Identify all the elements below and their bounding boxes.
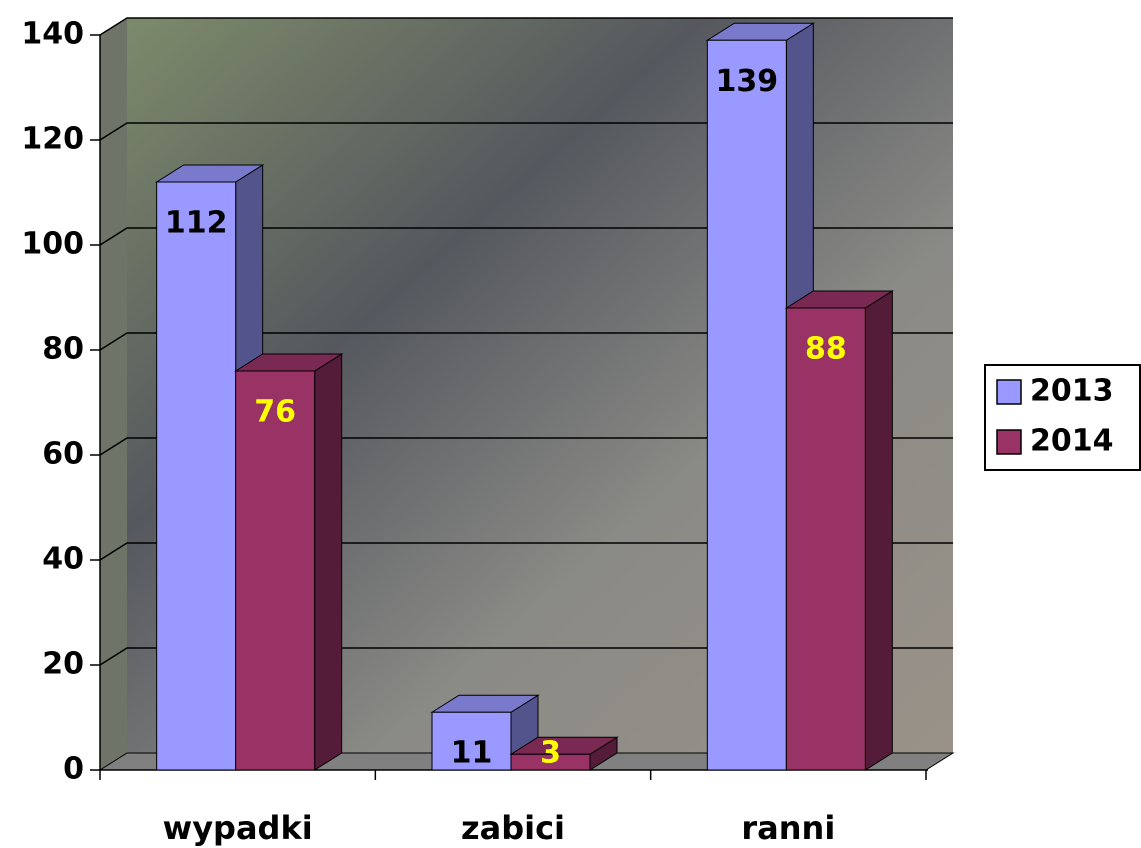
bar-side <box>865 291 892 770</box>
data-label: 11 <box>451 736 493 771</box>
chart: 0 20 40 60 80 100 120 140 wypadki 112 76 zabici 11 3 r… <box>0 0 1141 848</box>
legend-label: 2013 <box>1030 374 1114 409</box>
data-label: 112 <box>165 206 228 241</box>
bar <box>786 308 865 770</box>
legend-label: 2014 <box>1030 424 1114 459</box>
legend-swatch <box>997 380 1021 404</box>
data-label: 88 <box>805 332 847 367</box>
data-label: 139 <box>716 64 779 99</box>
legend-swatch <box>997 430 1021 454</box>
bar <box>236 371 315 770</box>
y-tick-label: 40 <box>42 542 84 577</box>
y-tick-label: 120 <box>21 122 84 157</box>
y-tick-label: 0 <box>63 752 84 787</box>
x-tick-label: wypadki <box>163 809 313 847</box>
y-tick-label: 140 <box>21 17 84 52</box>
y-tick-label: 80 <box>42 332 84 367</box>
data-label: 3 <box>540 736 561 771</box>
y-tick-label: 100 <box>21 227 84 262</box>
bar <box>157 182 236 770</box>
y-tick-label: 20 <box>42 647 84 682</box>
x-tick-label: zabici <box>461 809 565 847</box>
bar-side <box>315 354 342 770</box>
data-label: 76 <box>254 395 296 430</box>
bar <box>707 40 786 770</box>
y-tick-label: 60 <box>42 437 84 472</box>
x-tick-label: ranni <box>741 809 835 847</box>
